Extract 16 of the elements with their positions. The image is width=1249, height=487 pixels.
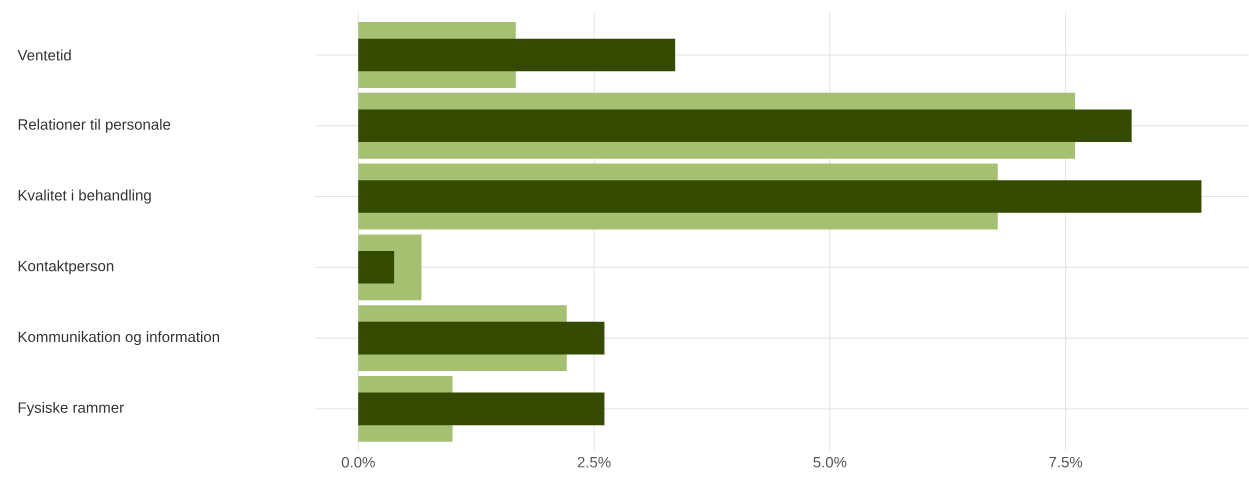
y-tick-label: Ventetid (17, 49, 71, 61)
x-tick-label: 2.5% (577, 456, 611, 468)
y-tick-label: Kontaktperson (18, 260, 114, 275)
bar (358, 392, 605, 426)
bar (358, 180, 1202, 213)
y-tick-label: Fysiske rammer (18, 401, 124, 416)
bar (358, 38, 676, 72)
bar (358, 321, 605, 355)
bar (358, 109, 1132, 143)
x-tick-label: 0.0% (341, 456, 375, 468)
x-tick-label: 5.0% (813, 456, 847, 468)
y-tick-label: Kommunikation og information (18, 331, 220, 346)
y-tick-label: Relationer til personale (18, 118, 171, 133)
bar (358, 251, 395, 284)
x-tick-label: 7.5% (1049, 456, 1083, 468)
y-tick-label: Kvalitet i behandling (18, 189, 151, 204)
